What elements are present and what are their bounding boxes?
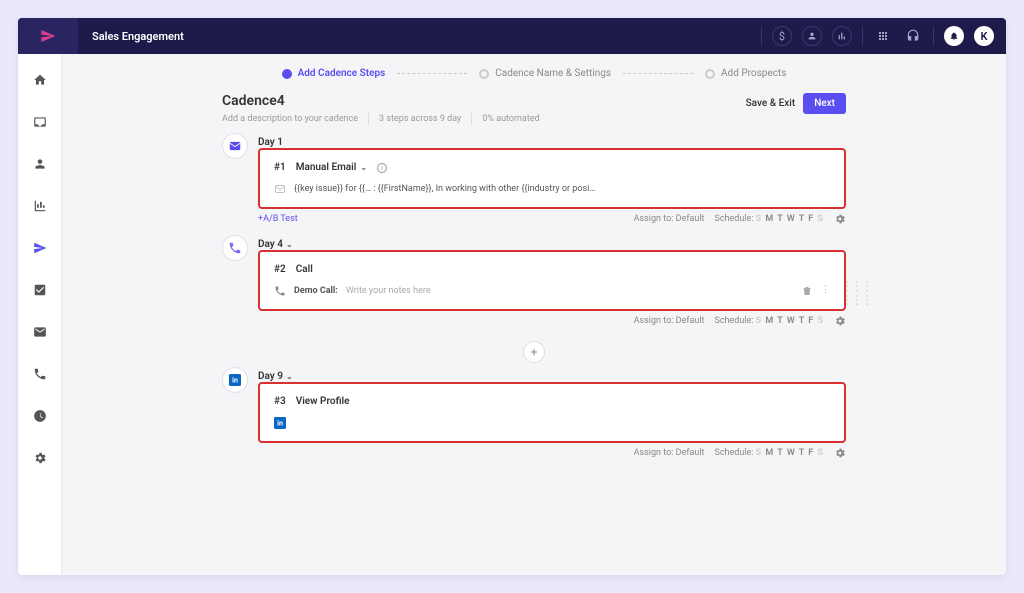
step-card-1[interactable]: #1 Manual Email⌄ i {{key issue}} for {{…… bbox=[258, 148, 846, 209]
linkedin-icon: in bbox=[222, 367, 248, 393]
step-number: #2 bbox=[274, 264, 286, 275]
step-number: #1 bbox=[274, 162, 286, 173]
add-step-button[interactable]: + bbox=[523, 341, 545, 363]
step-type[interactable]: View Profile bbox=[296, 396, 350, 407]
sidebar-phone[interactable] bbox=[28, 362, 52, 386]
step-number: #3 bbox=[274, 396, 286, 407]
schedule-days[interactable]: S M T W T F S bbox=[756, 448, 824, 458]
step-type[interactable]: Call bbox=[296, 264, 313, 275]
day-block-4: Day 4⌄ #2 Call Demo Call: Write your not… bbox=[62, 239, 1006, 327]
chevron-down-icon: ⌄ bbox=[360, 163, 367, 172]
sidebar-email[interactable] bbox=[28, 320, 52, 344]
drag-handle[interactable]: ⋮⋮⋮⋮⋮⋮ bbox=[841, 279, 871, 307]
email-outline-icon bbox=[274, 183, 286, 195]
avatar[interactable]: K bbox=[974, 26, 994, 46]
sidebar-inbox[interactable] bbox=[28, 110, 52, 134]
ab-test-link[interactable]: +A/B Test bbox=[258, 214, 298, 224]
call-title: Demo Call: bbox=[294, 286, 338, 296]
description-placeholder[interactable]: Add a description to your cadence bbox=[222, 114, 358, 124]
day-block-1: Day 1 #1 Manual Email⌄ i {{key issue}} f… bbox=[62, 137, 1006, 225]
sidebar bbox=[18, 54, 62, 575]
day-label[interactable]: Day 1 bbox=[258, 137, 846, 148]
schedule-days[interactable]: S M T W T F S bbox=[756, 316, 824, 326]
sidebar-settings[interactable] bbox=[28, 446, 52, 470]
sidebar-home[interactable] bbox=[28, 68, 52, 92]
user-icon[interactable] bbox=[802, 26, 822, 46]
step-card-3[interactable]: #3 View Profile in bbox=[258, 382, 846, 443]
sidebar-contacts[interactable] bbox=[28, 152, 52, 176]
sidebar-activity[interactable] bbox=[28, 404, 52, 428]
app-title: Sales Engagement bbox=[78, 30, 184, 43]
step-card-2[interactable]: #2 Call Demo Call: Write your notes here… bbox=[258, 250, 846, 311]
wizard-stepper: Add Cadence Steps Cadence Name & Setting… bbox=[62, 54, 1006, 93]
topbar: Sales Engagement $ K bbox=[18, 18, 1006, 54]
step-add-prospects[interactable]: Add Prospects bbox=[705, 68, 786, 79]
day-label[interactable]: Day 4⌄ bbox=[258, 239, 846, 250]
day-block-9: in Day 9⌄ #3 View Profile in Assign to: … bbox=[62, 371, 1006, 459]
step-type[interactable]: Manual Email⌄ bbox=[296, 162, 367, 173]
save-exit-button[interactable]: Save & Exit bbox=[746, 98, 796, 109]
dollar-icon[interactable]: $ bbox=[772, 26, 792, 46]
info-icon[interactable]: i bbox=[377, 163, 387, 173]
chevron-down-icon: ⌄ bbox=[286, 240, 293, 249]
cadence-name[interactable]: Cadence4 bbox=[222, 93, 746, 109]
day-label[interactable]: Day 9⌄ bbox=[258, 371, 846, 382]
gear-icon[interactable] bbox=[834, 213, 846, 225]
phone-icon bbox=[222, 235, 248, 261]
email-icon bbox=[222, 133, 248, 159]
chart-icon[interactable] bbox=[832, 26, 852, 46]
linkedin-small-icon: in bbox=[274, 417, 286, 429]
svg-text:in: in bbox=[232, 377, 238, 385]
content-area: Add Cadence Steps Cadence Name & Setting… bbox=[62, 54, 1006, 575]
step-add-cadence[interactable]: Add Cadence Steps bbox=[282, 68, 386, 79]
notes-input[interactable]: Write your notes here bbox=[346, 286, 793, 296]
gear-icon[interactable] bbox=[834, 447, 846, 459]
sidebar-tasks[interactable] bbox=[28, 278, 52, 302]
phone-outline-icon bbox=[274, 285, 286, 297]
chevron-down-icon: ⌄ bbox=[286, 372, 293, 381]
more-icon[interactable]: ⋮ bbox=[821, 285, 830, 297]
divider bbox=[933, 27, 934, 45]
svg-text:in: in bbox=[277, 420, 283, 428]
sidebar-report[interactable] bbox=[28, 194, 52, 218]
schedule-days[interactable]: S M T W T F S bbox=[756, 214, 824, 224]
email-subject: {{key issue}} for {{… : {{FirstName}}, I… bbox=[294, 184, 595, 194]
sidebar-send[interactable] bbox=[28, 236, 52, 260]
gear-icon[interactable] bbox=[834, 315, 846, 327]
next-button[interactable]: Next bbox=[803, 93, 846, 114]
bell-icon[interactable] bbox=[944, 26, 964, 46]
grid-icon[interactable] bbox=[873, 26, 893, 46]
app-logo[interactable] bbox=[18, 18, 78, 54]
headset-icon[interactable] bbox=[903, 26, 923, 46]
automation-pct: 0% automated bbox=[482, 114, 539, 124]
divider bbox=[862, 27, 863, 45]
step-name-settings[interactable]: Cadence Name & Settings bbox=[479, 68, 611, 79]
divider bbox=[761, 27, 762, 45]
delete-icon[interactable] bbox=[801, 285, 813, 297]
steps-summary: 3 steps across 9 day bbox=[379, 114, 461, 124]
